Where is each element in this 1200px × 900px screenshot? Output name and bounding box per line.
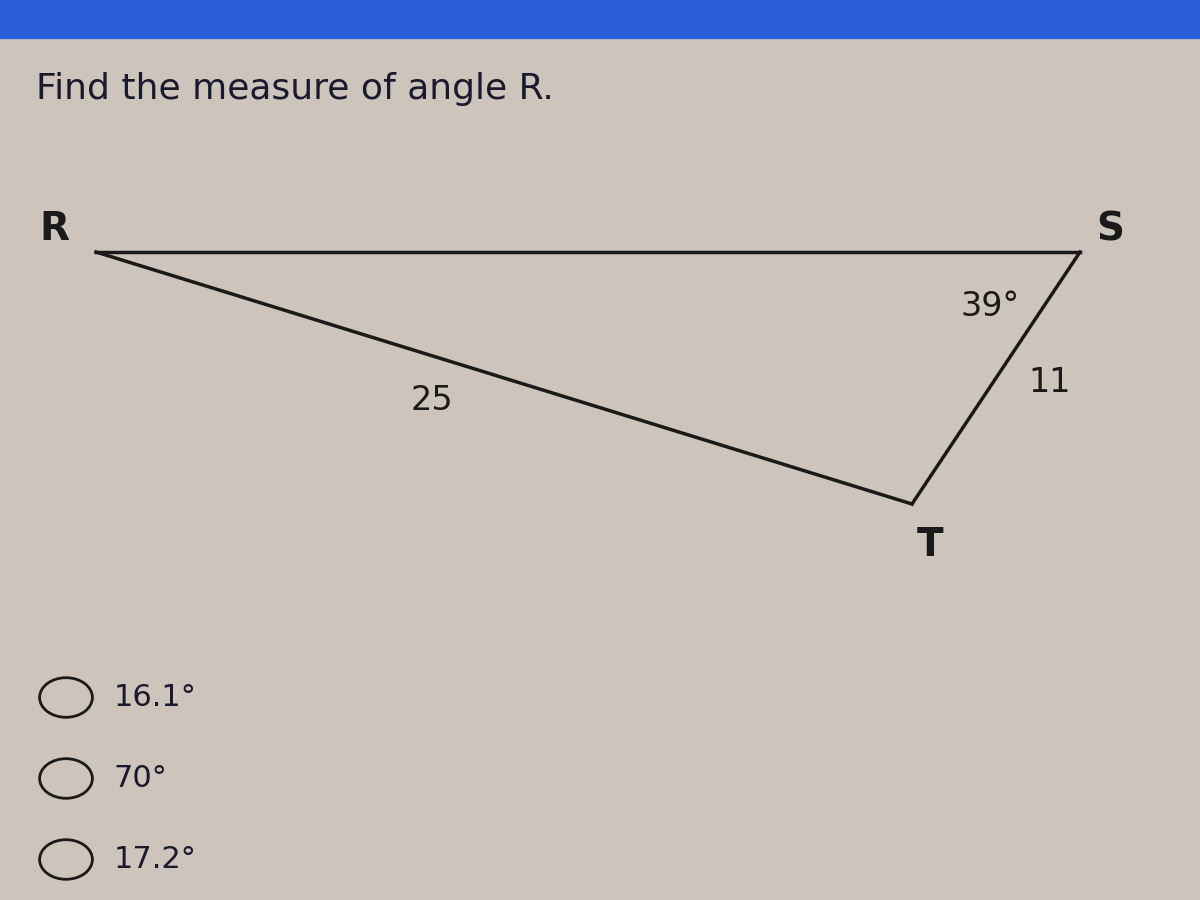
Bar — [0, 0, 1200, 38]
Text: Find the measure of angle R.: Find the measure of angle R. — [36, 72, 554, 106]
Text: R: R — [38, 211, 70, 248]
Text: 70°: 70° — [114, 764, 168, 793]
Text: 39°: 39° — [960, 290, 1020, 322]
Text: 16.1°: 16.1° — [114, 683, 197, 712]
Text: S: S — [1096, 211, 1124, 248]
Text: T: T — [917, 526, 943, 563]
Text: 17.2°: 17.2° — [114, 845, 197, 874]
Text: 25: 25 — [410, 384, 454, 417]
Text: 11: 11 — [1028, 366, 1072, 399]
